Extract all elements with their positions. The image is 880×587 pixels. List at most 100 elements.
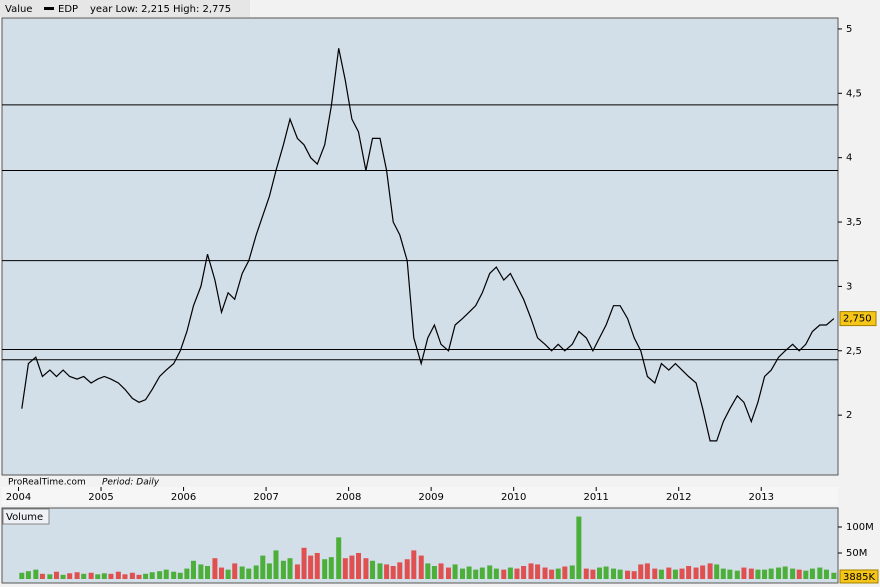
volume-bar [590,569,596,579]
header-label: Value [5,4,32,15]
volume-bar [452,564,458,579]
volume-bar [790,568,796,579]
volume-bar [652,568,658,579]
header-bar [0,0,250,17]
x-tick-label: 2005 [88,492,113,503]
volume-bar [225,569,231,579]
volume-bar [782,566,788,579]
volume-label-box [2,508,50,525]
volume-bar [741,567,747,579]
volume-bar [149,572,155,579]
volume-bar [418,555,424,579]
volume-bar [60,574,66,579]
volume-bar [831,572,837,579]
volume-bar [700,565,706,579]
volume-bar [411,550,417,579]
volume-bar [658,569,664,579]
volume-bar [384,564,390,579]
volume-bar [19,572,25,579]
volume-bar [487,565,493,579]
volume-bar [507,567,513,579]
x-tick-label: 2013 [749,492,774,503]
volume-bar [314,552,320,579]
volume-bar [438,563,444,579]
volume-bar [266,563,272,579]
volume-bar [260,555,266,579]
volume-bar [425,563,431,579]
volume-bar [768,568,774,579]
volume-bar [631,571,637,579]
volume-bar [611,568,617,579]
volume-bar [88,572,94,579]
volume-bar [755,569,761,579]
volume-bar [53,571,59,579]
volume-bar [74,572,80,579]
volume-title: Volume [6,512,43,523]
volume-bar [301,547,307,579]
volume-bar [569,565,575,579]
volume-bar [163,569,169,579]
volume-bar [493,568,499,579]
volume-bar [328,557,334,579]
volume-bar [198,564,204,579]
volume-bar [39,573,45,579]
volume-bar [549,569,555,579]
volume-bar [714,564,720,579]
volume-bar [720,568,726,579]
volume-bar [232,563,238,579]
volume-bar [431,565,437,579]
watermark: ProRealTime.com [8,478,86,488]
volume-bar [363,558,369,579]
volume-bar [81,573,87,579]
x-tick-label: 2010 [501,492,526,503]
volume-bar [638,564,644,579]
volume-bar [342,558,348,579]
volume-bar [136,574,142,579]
volume-bar [294,564,300,579]
volume-bar [253,565,259,579]
y-tick-label: 4,5 [846,88,862,99]
volume-bar [521,565,527,579]
volume-bar [157,571,163,579]
volume-bar [204,565,210,579]
volume-bar [239,566,245,579]
volume-bar [129,572,135,579]
x-tick-label: 2009 [418,492,443,503]
volume-bar [776,567,782,579]
volume-bar [514,568,520,579]
x-tick-label: 2007 [253,492,278,503]
volume-bar [67,573,73,579]
y-tick-label: 100M [846,522,874,533]
header-info: year Low: 2,215 High: 2,775 [90,4,231,15]
volume-bar [190,560,196,579]
price-line [21,48,835,442]
y-tick-label: 3,5 [846,217,862,228]
volume-bar [625,570,631,579]
volume-bar [479,567,485,579]
y-tick-label: 2 [846,410,852,421]
volume-bar [803,570,809,579]
volume-bar [460,568,466,579]
volume-bar [748,568,754,579]
volume-bar [528,563,534,579]
volume-bar [377,563,383,579]
volume-bar [644,563,650,579]
legend-entry: EDP [58,4,78,15]
volume-bar [308,555,314,579]
volume-bar [184,568,190,579]
last-volume-box [839,569,879,584]
volume-bar [280,560,286,579]
volume-bar [273,550,279,579]
volume-bar [336,537,342,579]
volume-bar [397,562,403,579]
volume-bar [322,559,328,579]
last-price-label: 2,750 [843,314,872,325]
y-tick-label: 4 [846,153,852,164]
legend-swatch [44,7,54,10]
volume-bar [219,567,225,579]
volume-bar [404,559,410,579]
volume-bar [817,567,823,579]
last-price-box [839,311,877,327]
volume-bar [177,572,183,579]
